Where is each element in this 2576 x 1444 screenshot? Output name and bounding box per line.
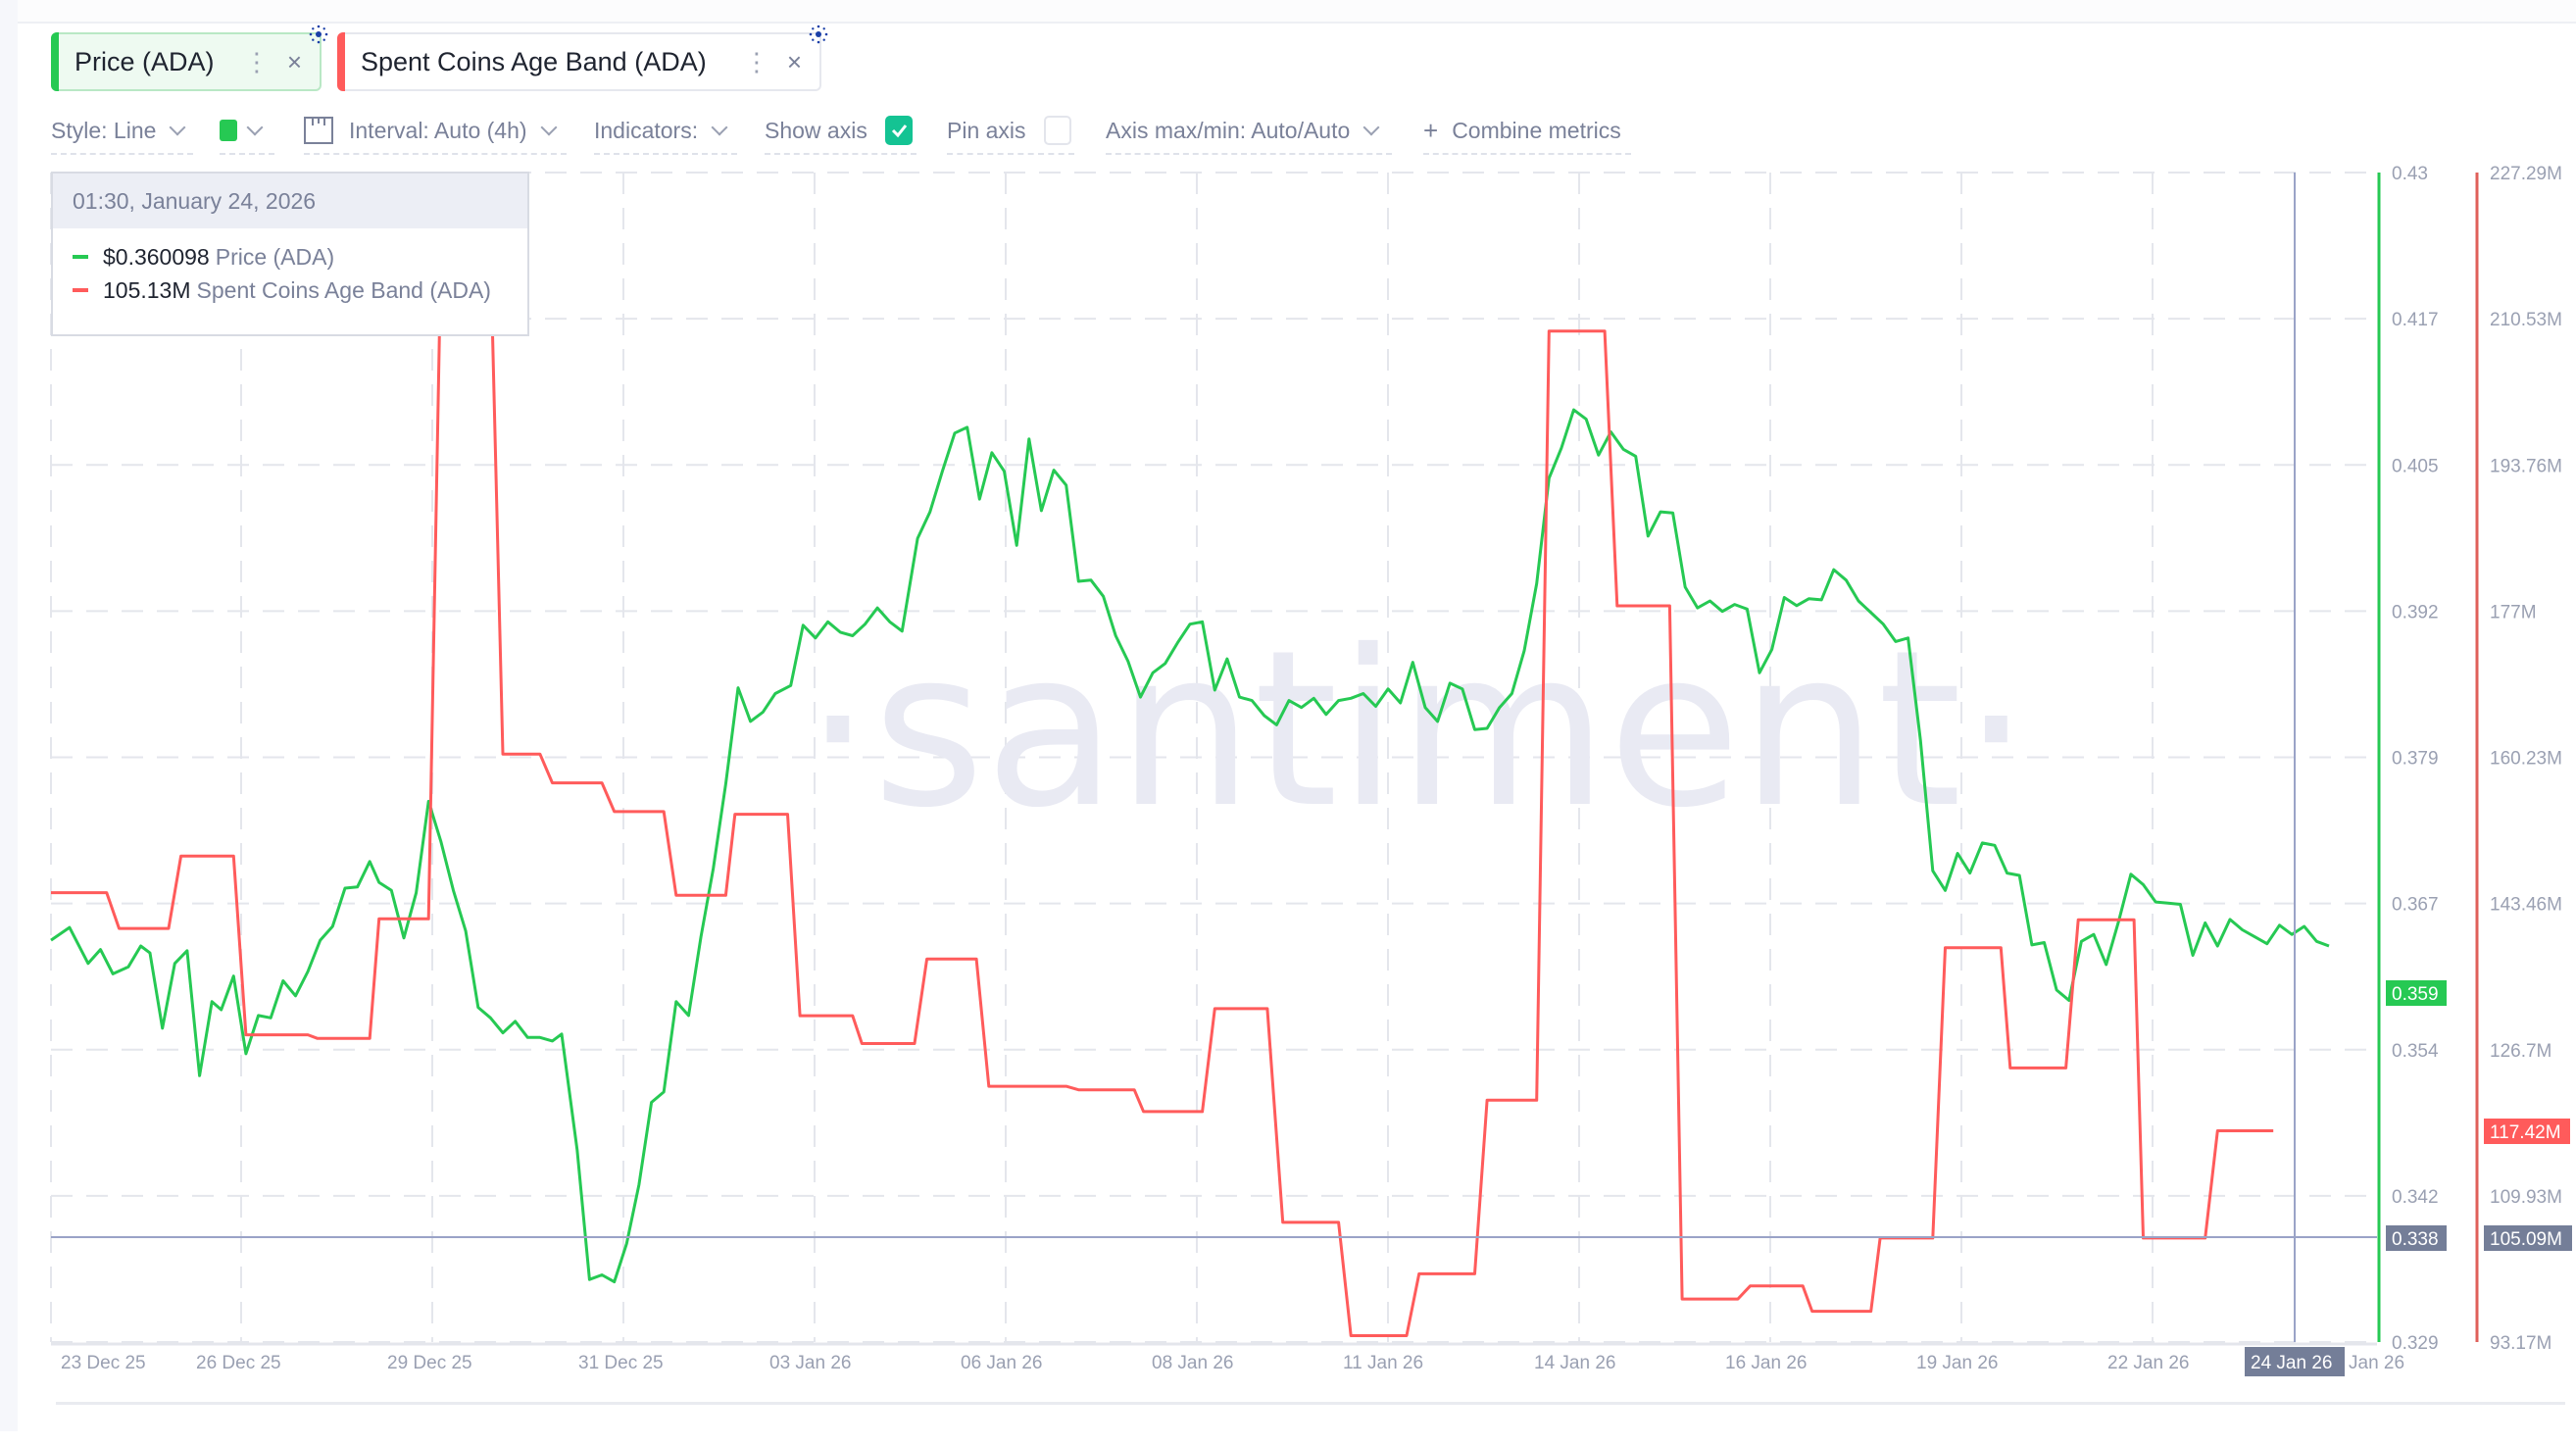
x-axis-tick: 14 Jan 26 xyxy=(1534,1353,1615,1373)
tooltip-value: 105.13M xyxy=(103,276,191,303)
tab-spent-coins-age-band[interactable]: Spent Coins Age Band (ADA) ⋮ × xyxy=(337,32,821,91)
x-axis-tick: 06 Jan 26 xyxy=(961,1353,1042,1373)
indicators-label: Indicators: xyxy=(594,117,699,143)
x-axis-tick: 11 Jan 26 xyxy=(1343,1353,1423,1373)
spent-axis-tick: 109.93M xyxy=(2490,1187,2562,1208)
tooltip-series-name: Price (ADA) xyxy=(215,243,335,270)
plus-icon: + xyxy=(1423,115,1439,145)
x-axis-tick: 03 Jan 26 xyxy=(769,1353,851,1373)
cardano-icon xyxy=(809,25,828,44)
price-axis-tick: 0.342 xyxy=(2392,1187,2439,1208)
spent-axis-tick: 143.46M xyxy=(2490,895,2562,916)
interval-label: Interval: Auto (4h) xyxy=(349,117,527,143)
spent-axis-tick: 160.23M xyxy=(2490,749,2562,770)
axis-minmax-label: Axis max/min: Auto/Auto xyxy=(1106,117,1351,143)
tooltip-row-spent: 105.13M Spent Coins Age Band (ADA) xyxy=(73,274,527,307)
crosshair-price-badge xyxy=(2386,1225,2447,1251)
price-axis-tick: 0.405 xyxy=(2392,456,2439,476)
series-color-bar xyxy=(337,32,345,91)
last-spent-badge xyxy=(2484,1119,2570,1144)
legend-swatch xyxy=(73,288,88,292)
crosshair-date-badge xyxy=(2245,1347,2345,1376)
spent-axis-tick: 93.17M xyxy=(2490,1333,2551,1354)
spent-axis-tick: 193.76M xyxy=(2490,456,2562,476)
tooltip-value: $0.360098 xyxy=(103,243,210,270)
price-axis-tick: 0.417 xyxy=(2392,310,2439,330)
color-swatch xyxy=(220,120,237,141)
chart-tooltip: 01:30, January 24, 2026 $0.360098 Price … xyxy=(51,172,529,336)
tab-label: Spent Coins Age Band (ADA) xyxy=(361,46,707,76)
show-axis-checkbox[interactable] xyxy=(884,116,913,145)
range-navigator[interactable] xyxy=(56,1402,2565,1444)
tooltip-datetime: 01:30, January 24, 2026 xyxy=(53,174,527,228)
x-axis-tick: 31 Dec 25 xyxy=(578,1353,664,1373)
x-axis-tick: 26 Dec 25 xyxy=(196,1353,281,1373)
last-price-label: 0.359 xyxy=(2392,984,2439,1005)
spent-axis-tick: 210.53M xyxy=(2490,310,2562,330)
axis-minmax-dropdown[interactable]: Axis max/min: Auto/Auto xyxy=(1106,112,1392,155)
price-line xyxy=(50,408,2330,1284)
ruler-icon xyxy=(304,117,333,144)
pin-axis-label: Pin axis xyxy=(947,117,1026,143)
crosshair-spent-badge xyxy=(2484,1225,2572,1251)
santiment-watermark: ·santiment· xyxy=(804,604,2030,855)
x-axis-tick: 08 Jan 26 xyxy=(1152,1353,1233,1373)
legend-swatch xyxy=(73,255,88,259)
price-axis-tick: 0.367 xyxy=(2392,895,2439,916)
tooltip-row-price: $0.360098 Price (ADA) xyxy=(73,240,527,274)
spent-axis-tick: 177M xyxy=(2490,602,2537,622)
last-price-badge xyxy=(2386,980,2447,1006)
show-axis-label: Show axis xyxy=(765,117,867,143)
price-axis-tick: 0.392 xyxy=(2392,602,2439,622)
x-axis-tick: 23 Dec 25 xyxy=(61,1353,146,1373)
spent-coins-line xyxy=(51,248,2274,1337)
style-dropdown[interactable]: Style: Line xyxy=(51,112,193,155)
pin-axis-toggle[interactable]: Pin axis xyxy=(947,112,1074,155)
combine-metrics-button[interactable]: + Combine metrics xyxy=(1423,112,1631,155)
x-axis-tick: 22 Jan 26 xyxy=(2107,1353,2189,1373)
last-spent-label: 117.42M xyxy=(2490,1122,2561,1143)
close-icon[interactable]: × xyxy=(286,46,302,76)
x-axis-tick: 29 Dec 25 xyxy=(387,1353,472,1373)
crosshair-price-label: 0.338 xyxy=(2392,1229,2439,1250)
left-edge-strip xyxy=(0,0,18,1431)
price-axis-tick: 0.329 xyxy=(2392,1333,2439,1354)
x-axis-tick: 16 Jan 26 xyxy=(1725,1353,1807,1373)
style-label: Style: Line xyxy=(51,117,157,143)
color-picker[interactable] xyxy=(220,112,274,155)
tab-label: Price (ADA) xyxy=(74,46,215,76)
series-color-bar xyxy=(51,32,59,91)
crosshair-date-label: 24 Jan 26 xyxy=(2251,1353,2332,1373)
close-icon[interactable]: × xyxy=(786,46,802,76)
price-axis-tick: 0.379 xyxy=(2392,749,2439,770)
tooltip-series-name: Spent Coins Age Band (ADA) xyxy=(196,276,491,303)
pin-axis-checkbox[interactable] xyxy=(1043,116,1071,145)
price-axis-tick: 0.43 xyxy=(2392,164,2428,184)
x-axis-tick: Jan 26 xyxy=(2349,1353,2404,1373)
interval-dropdown[interactable]: Interval: Auto (4h) xyxy=(304,112,567,155)
show-axis-toggle[interactable]: Show axis xyxy=(765,112,916,155)
indicators-dropdown[interactable]: Indicators: xyxy=(594,112,737,155)
cardano-icon xyxy=(309,25,328,44)
crosshair-spent-label: 105.09M xyxy=(2490,1229,2562,1250)
spent-axis-tick: 227.29M xyxy=(2490,164,2562,184)
price-axis-tick: 0.354 xyxy=(2392,1041,2439,1062)
spent-axis-tick: 126.7M xyxy=(2490,1041,2551,1062)
checkmark-icon xyxy=(891,124,907,138)
top-band xyxy=(18,0,2576,24)
tab-price-ada[interactable]: Price (ADA) ⋮ × xyxy=(51,32,322,91)
combine-metrics-label: Combine metrics xyxy=(1452,117,1621,143)
x-axis-tick: 19 Jan 26 xyxy=(1916,1353,1998,1373)
